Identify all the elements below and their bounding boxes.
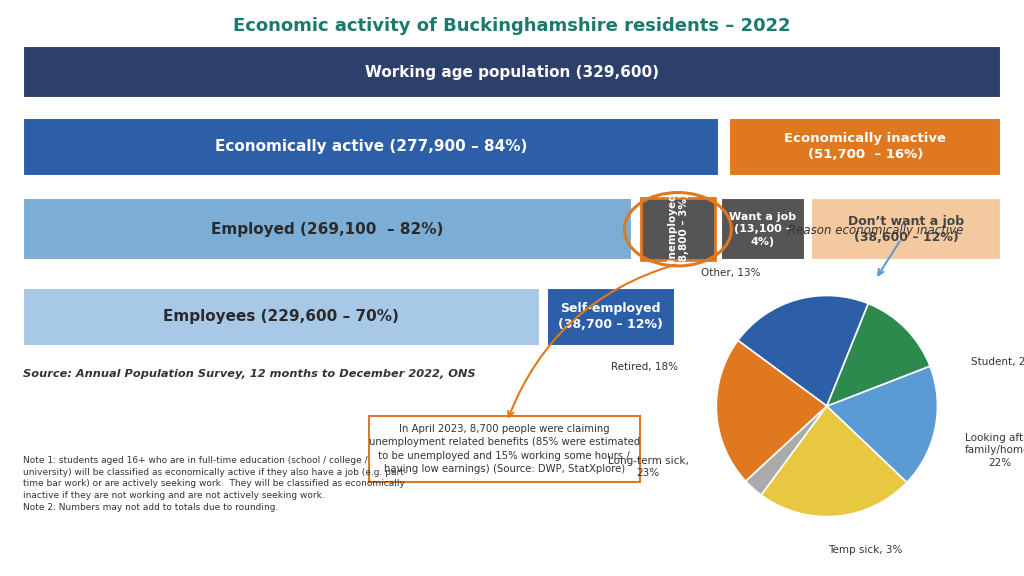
Wedge shape [745, 406, 827, 495]
FancyBboxPatch shape [369, 416, 640, 482]
Text: Don’t want a job
(38,600 – 12%): Don’t want a job (38,600 – 12%) [848, 215, 965, 244]
Text: Economically active (277,900 – 84%): Economically active (277,900 – 84%) [214, 139, 527, 154]
Text: Unemployed
(8,800 – 3%): Unemployed (8,800 – 3%) [667, 192, 689, 266]
FancyBboxPatch shape [811, 198, 1001, 260]
Text: Long-term sick,
23%: Long-term sick, 23% [608, 456, 688, 478]
FancyBboxPatch shape [23, 118, 719, 176]
Wedge shape [827, 366, 937, 482]
FancyBboxPatch shape [23, 288, 540, 346]
FancyBboxPatch shape [729, 118, 1001, 176]
FancyBboxPatch shape [721, 198, 805, 260]
Wedge shape [717, 340, 827, 481]
Wedge shape [738, 295, 868, 406]
FancyBboxPatch shape [641, 198, 715, 260]
FancyBboxPatch shape [23, 46, 1001, 98]
Text: Want a job
(13,100 –
4%): Want a job (13,100 – 4%) [729, 212, 797, 247]
Text: Note 1: students aged 16+ who are in full-time education (school / college /
uni: Note 1: students aged 16+ who are in ful… [23, 456, 407, 512]
Text: Temp sick, 3%: Temp sick, 3% [828, 545, 903, 555]
Text: Other, 13%: Other, 13% [701, 268, 761, 278]
Wedge shape [827, 304, 930, 406]
Text: Student, 21%: Student, 21% [971, 357, 1024, 367]
Text: In April 2023, 8,700 people were claiming
unemployment related benefits (85% wer: In April 2023, 8,700 people were claimin… [369, 423, 640, 475]
FancyBboxPatch shape [547, 288, 675, 346]
Text: Self-employed
(38,700 – 12%): Self-employed (38,700 – 12%) [558, 302, 664, 331]
FancyBboxPatch shape [23, 198, 632, 260]
Text: Working age population (329,600): Working age population (329,600) [365, 65, 659, 79]
Text: Employed (269,100  – 82%): Employed (269,100 – 82%) [211, 222, 443, 237]
Text: Economically inactive
(51,700  – 16%): Economically inactive (51,700 – 16%) [784, 132, 946, 161]
Text: Reason economically inactive: Reason economically inactive [787, 224, 964, 237]
Wedge shape [761, 406, 907, 517]
Text: Economic activity of Buckinghamshire residents – 2022: Economic activity of Buckinghamshire res… [233, 17, 791, 35]
Text: Looking after
family/home,
22%: Looking after family/home, 22% [965, 433, 1024, 468]
Text: Retired, 18%: Retired, 18% [610, 362, 678, 372]
Text: Employees (229,600 – 70%): Employees (229,600 – 70%) [163, 309, 399, 324]
Text: Source: Annual Population Survey, 12 months to December 2022, ONS: Source: Annual Population Survey, 12 mon… [23, 369, 475, 380]
